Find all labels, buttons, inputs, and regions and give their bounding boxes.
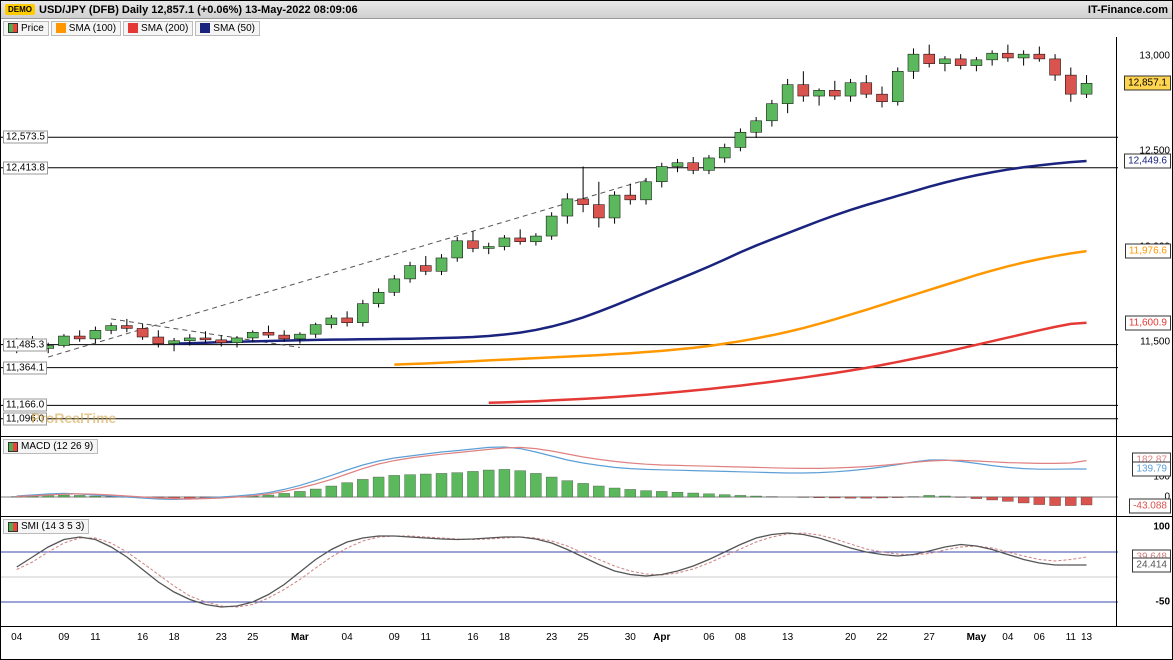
x-tick-label: 11 bbox=[1066, 632, 1076, 643]
x-tick-label: 13 bbox=[782, 632, 793, 643]
macd-panel[interactable]: MACD (12 26 9) 1000182.87139.79-43.088 bbox=[1, 437, 1172, 517]
sma100-swatch-icon bbox=[56, 23, 66, 33]
sma200-swatch-icon bbox=[128, 23, 138, 33]
x-tick-label: 04 bbox=[1002, 632, 1013, 643]
x-tick-label: 06 bbox=[1034, 632, 1045, 643]
y-tick-label: 100 bbox=[1153, 522, 1170, 533]
x-tick-label: Apr bbox=[653, 632, 670, 643]
x-tick-label: 30 bbox=[625, 632, 636, 643]
x-tick-label: 04 bbox=[11, 632, 22, 643]
x-tick-label: 23 bbox=[216, 632, 227, 643]
chart-title: USD/JPY (DFB) Daily 12,857.1 (+0.06%) 13… bbox=[39, 4, 358, 16]
x-tick-label: 25 bbox=[578, 632, 589, 643]
candle-swatch-icon bbox=[8, 23, 18, 33]
x-tick-label: 23 bbox=[546, 632, 557, 643]
hline-label: 11,364.1 bbox=[3, 361, 47, 374]
smi-panel[interactable]: SMI (14 3 5 3) 100-5039.64824.414 bbox=[1, 517, 1172, 627]
value-box: 24.414 bbox=[1132, 557, 1171, 572]
chart-header: DEMO USD/JPY (DFB) Daily 12,857.1 (+0.06… bbox=[1, 1, 1172, 19]
x-tick-label: 11 bbox=[90, 632, 100, 643]
value-box: 11,600.9 bbox=[1125, 315, 1171, 330]
y-tick-label: -50 bbox=[1156, 597, 1170, 608]
x-tick-label: 20 bbox=[845, 632, 856, 643]
value-box: -43.088 bbox=[1129, 498, 1171, 513]
x-tick-label: 16 bbox=[467, 632, 478, 643]
x-tick-label: 08 bbox=[735, 632, 746, 643]
x-tick-label: 25 bbox=[247, 632, 258, 643]
chart-container: DEMO USD/JPY (DFB) Daily 12,857.1 (+0.06… bbox=[0, 0, 1173, 660]
legend-sma200[interactable]: SMA (200) bbox=[123, 21, 193, 36]
x-tick-label: 18 bbox=[499, 632, 510, 643]
x-tick-label: 16 bbox=[137, 632, 148, 643]
x-tick-label: 04 bbox=[342, 632, 353, 643]
x-tick-label: 13 bbox=[1081, 632, 1092, 643]
hline-label: 12,413.8 bbox=[3, 161, 48, 174]
value-box: 11,976.6 bbox=[1125, 243, 1171, 258]
legend-sma50[interactable]: SMA (50) bbox=[195, 21, 260, 36]
x-tick-label: May bbox=[967, 632, 986, 643]
x-axis: 04 09 11 16 18 23 25 Mar 04 09 11 16 18 23 25 30 Apr 06 08… bbox=[1, 625, 1116, 659]
hline-label: 12,573.5 bbox=[3, 131, 48, 144]
x-tick-label: 18 bbox=[168, 632, 179, 643]
x-tick-label: 22 bbox=[876, 632, 887, 643]
y-tick-label: 13,000 bbox=[1139, 51, 1170, 62]
legend-sma100[interactable]: SMA (100) bbox=[51, 21, 121, 36]
value-box: 12,449.6 bbox=[1124, 153, 1171, 168]
x-tick-label: 27 bbox=[924, 632, 935, 643]
demo-badge: DEMO bbox=[5, 4, 35, 15]
value-box: 139.79 bbox=[1132, 462, 1171, 477]
main-price-chart[interactable]: 12,573.512,413.811,485.311,364.111,166.0… bbox=[1, 37, 1172, 437]
legend-price[interactable]: Price bbox=[3, 21, 49, 36]
legend-row: Price SMA (100) SMA (200) SMA (50) bbox=[1, 19, 1172, 37]
sma50-swatch-icon bbox=[200, 23, 210, 33]
watermark: ProRealTime bbox=[31, 410, 116, 426]
x-tick-label: 11 bbox=[421, 632, 431, 643]
x-tick-label: 06 bbox=[703, 632, 714, 643]
x-tick-label: 09 bbox=[58, 632, 69, 643]
x-tick-label: 09 bbox=[389, 632, 400, 643]
source-label: IT-Finance.com bbox=[1088, 4, 1168, 16]
hline-label: 11,485.3 bbox=[3, 338, 47, 351]
x-tick-label: Mar bbox=[291, 632, 309, 643]
y-tick-label: 11,500 bbox=[1140, 336, 1170, 347]
value-box: 12,857.1 bbox=[1124, 76, 1171, 91]
